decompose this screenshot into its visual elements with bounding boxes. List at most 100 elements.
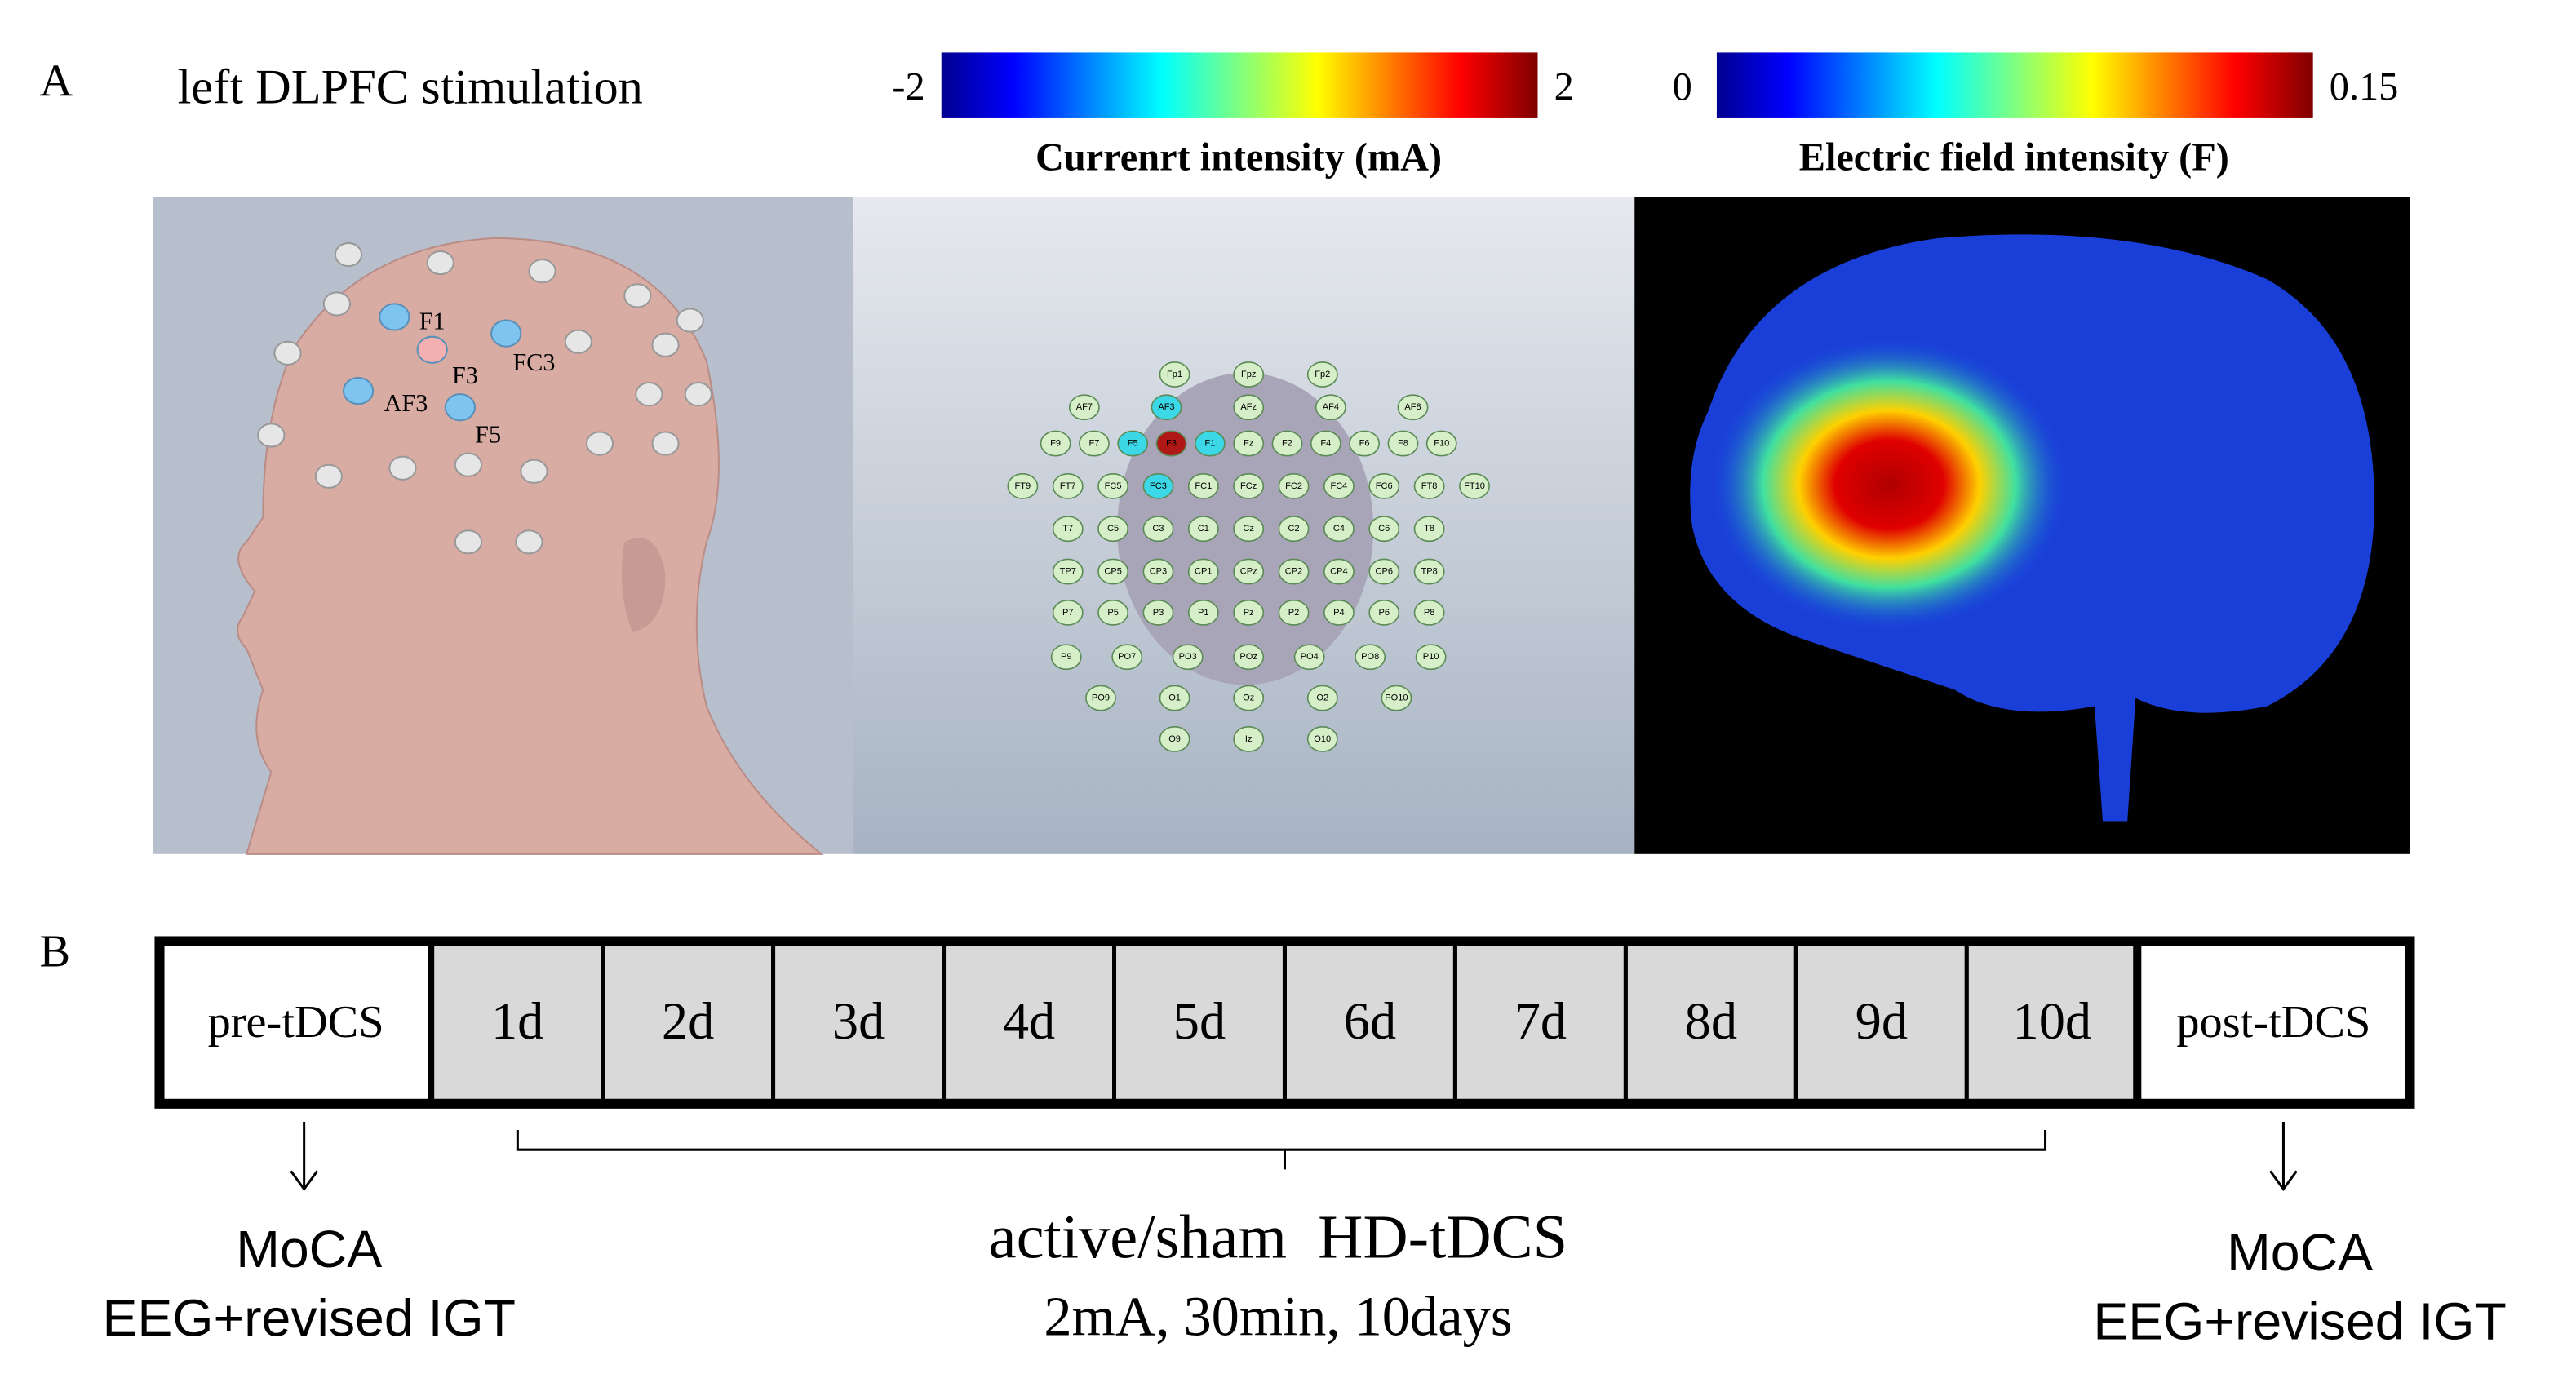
cap-label: Iz — [1245, 734, 1253, 744]
cap-label: F9 — [1050, 438, 1061, 448]
timeline-label: pre-tDCS — [208, 997, 384, 1048]
cap-label: O9 — [1168, 734, 1181, 744]
cap-label: P4 — [1333, 608, 1345, 618]
cap-layout: Fp1 Fpz Fp2 AF7 AF3 AFz AF4 AF8 F9 F7 F5 F3 F1 Fz F2 F4… — [1007, 361, 1490, 752]
cap-label: Fp1 — [1167, 370, 1182, 379]
cap-label: CP3 — [1150, 566, 1168, 576]
cap-label: F10 — [1434, 438, 1449, 448]
electrode — [623, 283, 652, 308]
timeline-label: 10d — [2012, 992, 2091, 1050]
cap-label: P10 — [1423, 652, 1439, 662]
electrode-label: F1 — [419, 308, 446, 335]
colorbar — [941, 52, 1538, 118]
cap-electrode — [1415, 644, 1447, 671]
cap-electrode — [1233, 361, 1265, 388]
electrode-label: F5 — [475, 420, 501, 448]
timeline-label: post-tDCS — [2176, 997, 2370, 1048]
timeline-label: 5d — [1173, 992, 1226, 1050]
cap-electrode — [1368, 472, 1400, 499]
cap-label: F7 — [1088, 438, 1099, 448]
timeline-cell — [1793, 938, 1969, 1106]
cap-electrode — [1315, 394, 1346, 421]
cap-electrode — [1233, 685, 1265, 711]
stim-electrode — [379, 303, 410, 331]
cap-label: O10 — [1314, 734, 1331, 744]
cap-label: TP7 — [1060, 566, 1076, 576]
cap-electrode — [1368, 599, 1400, 626]
cap-electrode — [1368, 516, 1400, 543]
electrode — [454, 452, 483, 477]
measure: EEG+revised IGT — [102, 1289, 515, 1348]
cap-electrode — [1068, 394, 1100, 421]
cap-label: CP6 — [1376, 566, 1394, 576]
measure: MoCA — [2227, 1223, 2373, 1282]
cap-electrode — [1233, 394, 1265, 421]
panel-label: A — [40, 56, 73, 107]
cap-label: P8 — [1424, 608, 1435, 618]
cap-label: FC3 — [1150, 481, 1167, 491]
cap-label: F5 — [1128, 438, 1138, 448]
stim-electrode — [444, 393, 477, 422]
cap-electrode — [1052, 599, 1084, 626]
timeline-cell — [430, 938, 605, 1106]
electrode — [314, 463, 343, 489]
cap-electrode — [1151, 394, 1182, 421]
electrode — [635, 382, 663, 407]
electrode — [528, 259, 556, 284]
electrode — [564, 329, 592, 354]
electrode — [684, 382, 712, 407]
cap-electrode — [1052, 516, 1084, 543]
cap-label: PO3 — [1179, 652, 1197, 662]
colorbar-min: 0 — [1673, 65, 1692, 109]
colorbar-max: 0.15 — [2330, 65, 2399, 109]
cap-electrode — [1233, 430, 1265, 457]
cap-electrode — [1050, 644, 1082, 671]
cap-electrode — [1323, 472, 1355, 499]
cap-electrode — [1293, 644, 1325, 671]
timeline-label: 3d — [832, 992, 885, 1050]
cap-electrode — [1187, 558, 1219, 585]
cap-electrode — [1052, 472, 1084, 499]
cap-electrode — [1155, 430, 1187, 457]
cap-label: PO7 — [1118, 652, 1136, 662]
cap-label: AF8 — [1404, 402, 1421, 412]
electrode-label: AF3 — [384, 389, 428, 417]
cap-label: P5 — [1107, 608, 1119, 618]
cap-label: P9 — [1061, 652, 1072, 662]
cap-label: TP8 — [1421, 566, 1437, 576]
cap-label: C3 — [1152, 524, 1164, 534]
cap-label: AF4 — [1323, 402, 1339, 412]
cap-label: CP4 — [1330, 566, 1348, 576]
cap-electrode — [1233, 599, 1265, 626]
timeline-frame — [154, 936, 2415, 1109]
stim-electrode — [416, 335, 448, 364]
timeline-label: 6d — [1344, 992, 1396, 1050]
cap-electrode — [1142, 516, 1174, 543]
cap-electrode — [1323, 599, 1355, 626]
cap-label: Cz — [1243, 524, 1254, 534]
cap-label: FC5 — [1105, 481, 1122, 491]
field-hotspot — [1708, 336, 2070, 633]
timeline-cell — [1111, 938, 1287, 1106]
electrode — [388, 455, 417, 481]
electrode — [273, 340, 302, 366]
electrode — [454, 529, 483, 555]
cap-electrode — [1142, 599, 1174, 626]
electrode — [676, 308, 704, 333]
cap-label: P6 — [1379, 608, 1390, 618]
cap-electrode — [1271, 430, 1303, 457]
cap-label: C6 — [1378, 524, 1390, 534]
cap-label: AF3 — [1158, 402, 1174, 412]
colorbar — [1716, 52, 2313, 118]
electrode — [585, 431, 614, 456]
timeline-label: 1d — [491, 992, 543, 1050]
cap-electrode — [1306, 685, 1338, 711]
cap-electrode — [1187, 516, 1219, 543]
cap-electrode — [1117, 430, 1149, 457]
cap-electrode — [1413, 558, 1445, 585]
cap-label: F3 — [1166, 438, 1177, 448]
cap-label: FC6 — [1376, 481, 1393, 491]
cap-electrode — [1159, 361, 1190, 388]
